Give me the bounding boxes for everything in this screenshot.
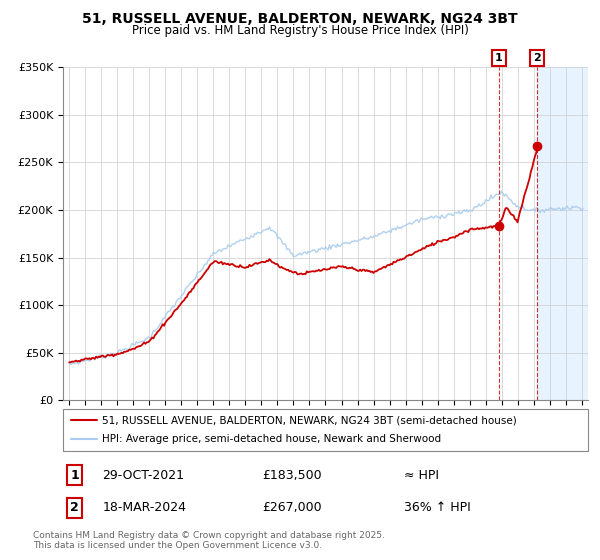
Text: 1: 1 (495, 53, 503, 63)
Text: 51, RUSSELL AVENUE, BALDERTON, NEWARK, NG24 3BT (semi-detached house): 51, RUSSELL AVENUE, BALDERTON, NEWARK, N… (103, 415, 517, 425)
Text: 51, RUSSELL AVENUE, BALDERTON, NEWARK, NG24 3BT: 51, RUSSELL AVENUE, BALDERTON, NEWARK, N… (82, 12, 518, 26)
Text: £267,000: £267,000 (263, 501, 322, 514)
Text: ≈ HPI: ≈ HPI (404, 469, 439, 482)
Text: 36% ↑ HPI: 36% ↑ HPI (404, 501, 471, 514)
Text: 1: 1 (70, 469, 79, 482)
Text: 2: 2 (533, 53, 541, 63)
Bar (537, 67, 590, 400)
Text: 2: 2 (70, 501, 79, 514)
FancyBboxPatch shape (63, 409, 588, 451)
Text: HPI: Average price, semi-detached house, Newark and Sherwood: HPI: Average price, semi-detached house,… (103, 435, 442, 445)
Text: Contains HM Land Registry data © Crown copyright and database right 2025.
This d: Contains HM Land Registry data © Crown c… (33, 531, 385, 550)
Text: Price paid vs. HM Land Registry's House Price Index (HPI): Price paid vs. HM Land Registry's House … (131, 24, 469, 37)
Text: 29-OCT-2021: 29-OCT-2021 (103, 469, 184, 482)
Text: £183,500: £183,500 (263, 469, 322, 482)
Text: 18-MAR-2024: 18-MAR-2024 (103, 501, 187, 514)
